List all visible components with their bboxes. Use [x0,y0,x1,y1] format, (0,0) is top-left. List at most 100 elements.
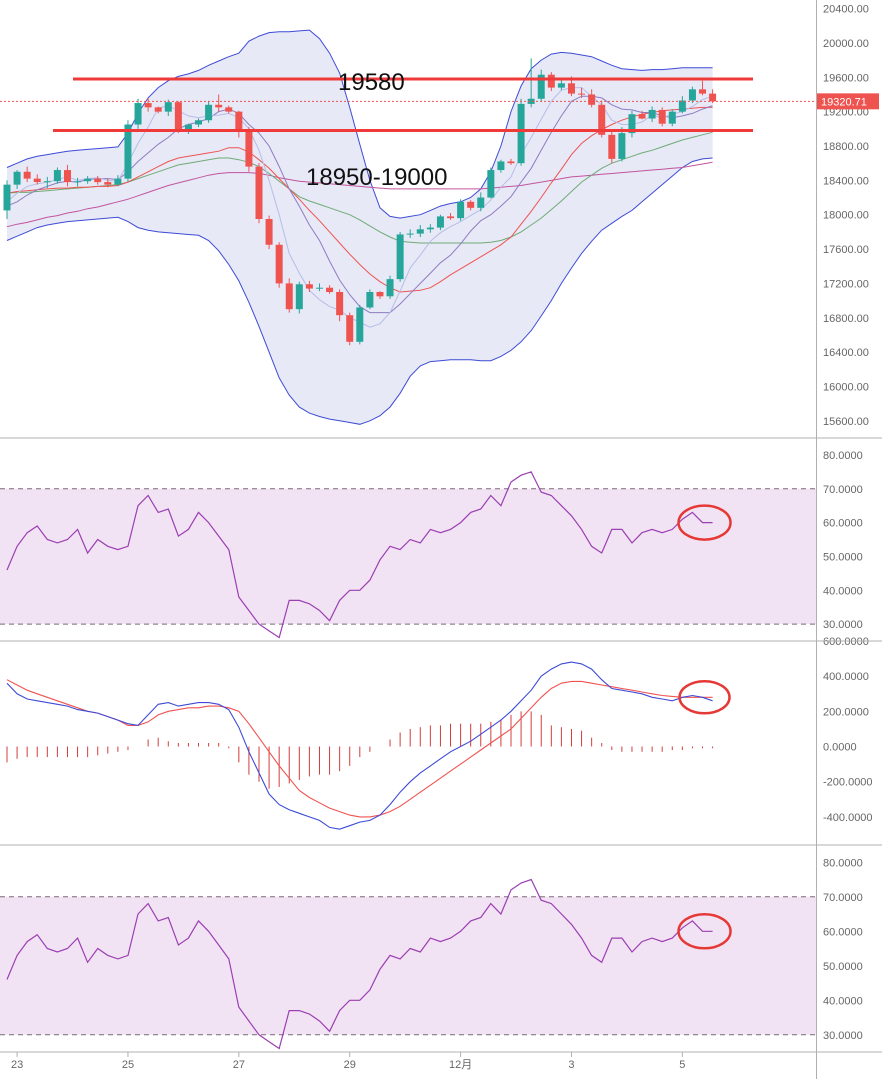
candle-body [668,111,676,124]
candle[interactable] [326,285,334,294]
price-axis: 15600.00 16000.00 16400.00 16800.00 17200.00… [823,4,869,428]
candle[interactable] [84,176,92,184]
candle[interactable] [285,278,293,313]
candle[interactable] [346,312,354,346]
candle[interactable] [265,215,273,250]
candle[interactable] [517,98,525,166]
candle[interactable] [275,242,283,288]
candle[interactable] [668,109,676,127]
candle[interactable] [386,275,394,299]
candle[interactable] [43,176,51,189]
price-tick-label: 18400.00 [823,175,869,187]
candle[interactable] [53,167,61,184]
candle-body [84,178,92,182]
candle-body [376,292,384,297]
candle[interactable] [588,89,596,108]
candle[interactable] [578,87,586,98]
candle[interactable] [648,106,656,122]
candle[interactable] [356,304,364,345]
candle[interactable] [23,166,31,183]
candle[interactable] [467,200,475,211]
candle[interactable] [195,118,203,128]
candle[interactable] [33,174,41,185]
candle[interactable] [104,178,112,188]
candle[interactable] [406,229,414,238]
candle[interactable] [557,79,565,91]
candle[interactable] [457,199,465,221]
candle-body [366,292,374,308]
candle[interactable] [154,106,162,114]
time-tick-label: 27 [233,1059,245,1071]
candle[interactable] [3,180,11,219]
candle[interactable] [709,89,717,104]
candle-body [144,103,152,108]
candle[interactable] [699,80,707,96]
candle[interactable] [295,281,303,314]
candle[interactable] [436,214,444,231]
candle[interactable] [477,192,485,212]
price-pane[interactable]: 19580 18950-19000 15600.00 16000.00 16400.… [0,4,879,428]
candle[interactable] [184,123,192,134]
macd-pane[interactable]: -400.0000 -200.0000 0.0000 200.0000 400.0000… [6,636,873,830]
candle[interactable] [245,127,253,172]
candle-body [608,134,616,159]
candle[interactable] [426,224,434,233]
candle[interactable] [618,127,626,162]
candle-body [13,171,21,185]
rsi-line [6,878,713,1050]
candle[interactable] [537,69,545,102]
rsi-pane-upper[interactable]: 30.0000 40.0000 50.0000 60.0000 70.0000 80.00… [0,450,863,639]
candle-body [184,124,192,130]
candle[interactable] [94,176,102,185]
candlesticks[interactable] [3,58,717,346]
candle[interactable] [225,105,233,114]
candle[interactable] [235,110,243,138]
candle[interactable] [608,130,616,164]
candle-body [124,124,132,179]
macd-tick-label: 0.0000 [823,742,857,754]
macd-highlight-circle [678,680,731,715]
candle[interactable] [628,110,636,138]
candle-body [416,229,424,234]
candle-body [699,89,707,94]
candle-body [436,216,444,228]
candle[interactable] [13,170,21,189]
candle[interactable] [688,86,696,104]
candle[interactable] [396,231,404,282]
candle[interactable] [336,289,344,322]
candle[interactable] [487,167,495,199]
price-tick-label: 16800.00 [823,313,869,325]
rsi-pane-lower[interactable]: 30.0000 40.0000 50.0000 60.0000 70.0000 80.00… [0,857,863,1050]
candle[interactable] [376,291,384,299]
candle[interactable] [144,97,152,112]
candle[interactable] [447,212,455,220]
candle[interactable] [416,225,424,238]
candle[interactable] [547,72,555,92]
rsi-highlight-circle [677,504,732,541]
candle[interactable] [134,98,142,129]
candle[interactable] [658,107,666,127]
candle-body [285,283,293,310]
candle[interactable] [638,110,646,120]
candle[interactable] [63,164,71,187]
rsi-highlight-circle [677,913,732,950]
candle[interactable] [164,99,172,116]
candle[interactable] [305,280,313,292]
candle[interactable] [114,175,122,187]
candle[interactable] [497,159,505,173]
rsi-band-fill [0,488,816,625]
candle[interactable] [507,158,515,165]
candle[interactable] [255,163,263,224]
candle[interactable] [205,101,213,123]
candle[interactable] [74,177,82,187]
candle-body [527,98,535,104]
candle[interactable] [527,58,535,108]
candle[interactable] [315,283,323,292]
macd-tick-label: 200.0000 [823,706,869,718]
candle[interactable] [678,96,686,114]
candle[interactable] [215,94,223,112]
macd-tick-label: -200.0000 [823,777,873,789]
candle[interactable] [174,101,182,134]
candle[interactable] [366,289,374,310]
